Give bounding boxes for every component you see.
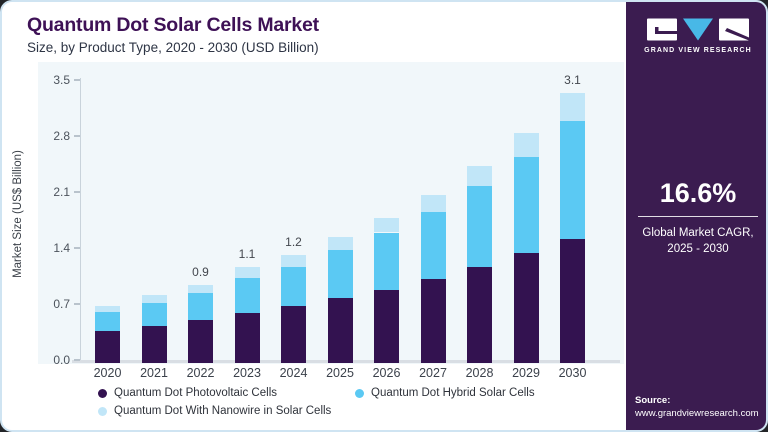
x-tick-label-2026: 2026 [372,366,401,380]
bar-segment-2020-series0 [95,330,120,363]
source-label: Source: [635,395,671,406]
y-tick-label: 1.4 [53,241,70,255]
y-tick-mark [74,135,80,137]
y-tick-label: 3.5 [53,73,70,87]
bar-segment-2030-series0 [560,238,585,363]
bar-segment-2027-series1 [420,212,446,280]
bar-segment-2023-series1 [234,277,260,314]
bar-segment-2025-series2 [327,236,353,250]
bar-segment-2029-series1 [513,156,539,254]
x-tick-label-2028: 2028 [465,366,494,380]
bar-total-label-2022: 0.9 [192,264,209,279]
x-tick-label-2020: 2020 [93,366,122,380]
bar-segment-2027-series2 [420,195,446,213]
x-tick-label-2025: 2025 [326,366,354,380]
chart-title: Quantum Dot Solar Cells Market [27,14,319,36]
cagr-caption-line2: 2025 - 2030 [667,243,729,256]
y-tick-label: 2.8 [53,129,70,143]
chart-subtitle: Size, by Product Type, 2020 - 2030 (USD … [27,40,319,55]
x-tick-label-2023: 2023 [233,366,261,380]
bar-segment-2026-series2 [374,217,399,233]
bar-segment-2028-series2 [467,166,492,187]
y-tick-mark [74,303,80,305]
legend-label-2: Quantum Dot With Nanowire in Solar Cells [114,405,332,417]
cagr-value: 16.6% [659,178,737,208]
bar-segment-2023-series0 [234,313,260,363]
gvr-logo-mark [647,18,749,41]
source-block: Source: www.grandviewresearch.com [635,395,759,419]
x-tick-label-2021: 2021 [140,366,168,380]
x-tick-label-2029: 2029 [512,366,540,380]
legend-dot-0 [98,388,107,398]
x-tick-label-2022: 2022 [186,366,215,380]
bar-segment-2021-series1 [141,302,167,326]
bar-total-label-2024: 1.2 [285,235,302,250]
bar-segment-2028-series1 [467,186,492,268]
bar-segment-2024-series2 [281,255,306,268]
bar-segment-2022-series0 [188,320,213,363]
gvr-logo: GRAND VIEW RESEARCH [626,18,766,54]
bar-total-label-2030: 3.1 [564,73,581,88]
y-tick-mark [74,79,80,81]
y-tick-mark [74,191,80,193]
legend-dot-2 [98,406,107,416]
bar-segment-2028-series0 [467,267,492,363]
legend-item-2: Quantum Dot With Nanowire in Solar Cells [98,405,331,417]
x-tick-label-2030: 2030 [558,366,587,380]
legend-dot-1 [355,388,364,398]
bar-segment-2029-series0 [513,253,539,363]
bar-segment-2026-series0 [374,289,399,363]
logo-g-block [647,18,677,41]
bar-segment-2024-series0 [281,306,306,363]
bar-segment-2020-series1 [95,311,120,331]
bar-total-label-2023: 1.1 [238,247,256,262]
bar-segment-2026-series1 [374,232,399,290]
y-tick-mark [74,247,80,249]
x-tick-label-2027: 2027 [419,366,447,380]
bar-segment-2021-series2 [141,295,167,303]
cagr-caption-line1: Global Market CAGR, [642,227,754,239]
logo-g-glyph [655,27,677,34]
y-tick-mark [74,359,80,361]
cagr-divider [638,216,758,217]
bar-segment-2030-series1 [560,121,585,239]
y-tick-label: 2.1 [53,185,70,199]
bar-segment-2023-series2 [234,267,260,278]
logo-r-glyph [725,28,749,41]
y-tick-label: 0.7 [53,297,70,311]
legend-label-1: Quantum Dot Hybrid Solar Cells [371,387,535,399]
y-tick-label: 0.0 [53,353,70,367]
bar-segment-2025-series0 [327,297,353,363]
brand-name: GRAND VIEW RESEARCH [644,47,752,54]
bar-segment-2029-series2 [513,133,539,157]
legend-item-1: Quantum Dot Hybrid Solar Cells [355,387,535,399]
cagr-block: 16.6% Global Market CAGR, 2025 - 2030 [626,178,766,257]
legend-item-0: Quantum Dot Photovoltaic Cells [98,387,277,399]
bar-segment-2022-series1 [188,293,213,321]
bar-segment-2024-series1 [281,267,306,307]
source-url: www.grandviewresearch.com [635,408,759,419]
x-tick-label-2024: 2024 [279,366,308,380]
bar-segment-2030-series2 [560,93,585,122]
logo-v-triangle [683,18,713,41]
legend-label-0: Quantum Dot Photovoltaic Cells [114,387,277,399]
bar-segment-2027-series0 [420,279,446,363]
bar-segment-2020-series2 [95,305,120,312]
bar-segment-2022-series2 [188,284,213,294]
bar-segment-2025-series1 [327,249,353,298]
bar-segment-2021-series0 [141,325,167,363]
sidebar: GRAND VIEW RESEARCH 16.6% Global Market … [626,2,766,430]
y-axis-line [80,78,81,360]
